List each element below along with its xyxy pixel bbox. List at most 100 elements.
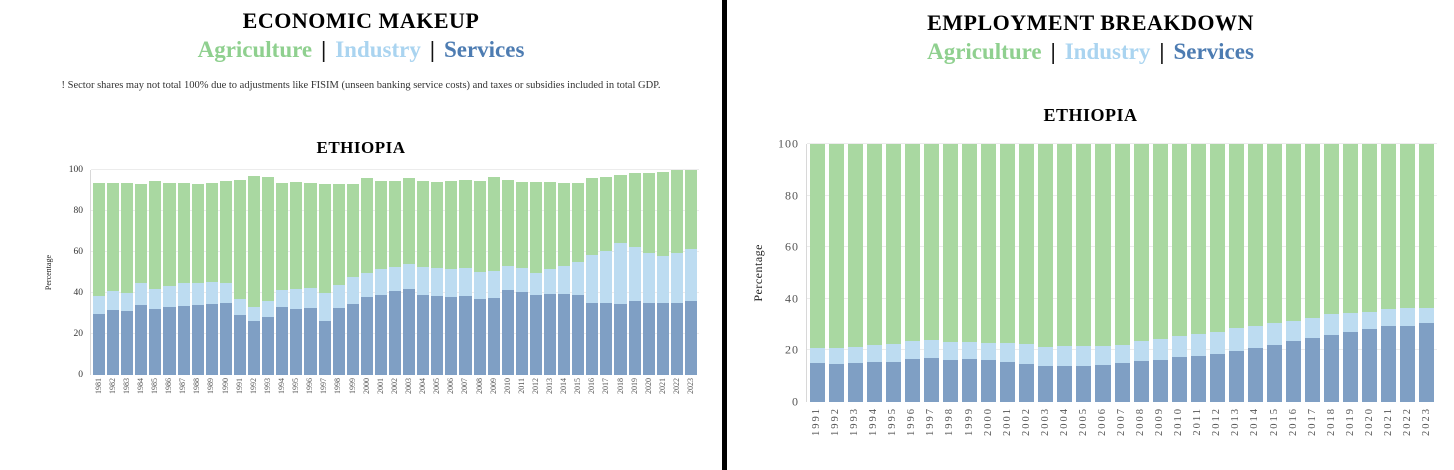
segment-services-2014[interactable] (1247, 348, 1263, 402)
segment-industry-1997[interactable] (318, 293, 331, 321)
segment-agriculture-2012[interactable] (529, 181, 542, 273)
segment-industry-2017[interactable] (1304, 317, 1320, 338)
segment-industry-2007[interactable] (459, 267, 472, 297)
segment-services-1995[interactable] (290, 308, 303, 376)
segment-agriculture-1983[interactable] (121, 182, 134, 294)
segment-industry-2001[interactable] (1000, 342, 1016, 362)
segment-agriculture-2019[interactable] (1342, 144, 1358, 313)
segment-industry-1986[interactable] (163, 286, 176, 307)
segment-industry-1993[interactable] (262, 301, 275, 317)
segment-industry-2009[interactable] (1152, 339, 1168, 361)
segment-industry-1995[interactable] (290, 289, 303, 309)
segment-industry-1998[interactable] (943, 341, 959, 361)
segment-services-2010[interactable] (501, 290, 514, 376)
segment-industry-1999[interactable] (346, 276, 359, 304)
segment-industry-2019[interactable] (628, 247, 641, 302)
segment-agriculture-2002[interactable] (1019, 144, 1035, 345)
segment-services-1994[interactable] (276, 306, 289, 376)
segment-agriculture-2009[interactable] (1152, 144, 1168, 340)
segment-industry-1997[interactable] (924, 340, 940, 359)
segment-services-2011[interactable] (515, 292, 528, 376)
segment-services-2020[interactable] (1361, 329, 1377, 402)
segment-services-1997[interactable] (318, 320, 331, 376)
segment-industry-1985[interactable] (149, 289, 162, 309)
segment-industry-1999[interactable] (962, 341, 978, 360)
segment-industry-2006[interactable] (1095, 346, 1111, 366)
segment-services-2007[interactable] (459, 296, 472, 376)
segment-industry-1981[interactable] (93, 296, 106, 314)
segment-industry-2004[interactable] (1057, 345, 1073, 366)
segment-services-2004[interactable] (417, 295, 430, 376)
segment-industry-1992[interactable] (829, 347, 845, 364)
segment-services-2003[interactable] (403, 289, 416, 376)
segment-agriculture-1991[interactable] (233, 179, 247, 300)
segment-agriculture-2011[interactable] (1190, 144, 1206, 334)
segment-services-1993[interactable] (848, 363, 864, 402)
segment-agriculture-1994[interactable] (867, 144, 883, 346)
segment-agriculture-1993[interactable] (262, 177, 275, 302)
segment-agriculture-2023[interactable] (1419, 144, 1435, 308)
segment-agriculture-1989[interactable] (205, 182, 218, 282)
segment-services-2009[interactable] (487, 298, 500, 376)
segment-industry-2005[interactable] (431, 267, 444, 297)
segment-industry-2002[interactable] (1019, 344, 1035, 364)
segment-industry-1982[interactable] (107, 291, 120, 310)
segment-industry-2020[interactable] (642, 253, 655, 303)
segment-services-1987[interactable] (177, 305, 190, 376)
segment-agriculture-1994[interactable] (276, 182, 289, 291)
segment-agriculture-2005[interactable] (431, 181, 444, 268)
segment-industry-2021[interactable] (656, 256, 669, 303)
segment-industry-2007[interactable] (1114, 344, 1130, 364)
segment-services-2019[interactable] (628, 301, 641, 376)
segment-services-1981[interactable] (93, 313, 106, 376)
segment-services-2000[interactable] (981, 360, 997, 402)
segment-industry-2015[interactable] (1266, 323, 1282, 345)
segment-agriculture-2000[interactable] (360, 178, 373, 273)
segment-industry-2013[interactable] (1228, 328, 1244, 352)
segment-agriculture-1987[interactable] (177, 182, 190, 284)
segment-industry-1983[interactable] (121, 293, 134, 311)
segment-agriculture-1985[interactable] (149, 180, 162, 290)
segment-services-2010[interactable] (1171, 356, 1187, 402)
segment-industry-2010[interactable] (1171, 336, 1187, 357)
segment-industry-2016[interactable] (586, 255, 599, 303)
segment-services-2023[interactable] (1419, 323, 1435, 402)
segment-services-2016[interactable] (1285, 340, 1301, 402)
segment-services-2005[interactable] (1076, 366, 1092, 402)
segment-agriculture-1986[interactable] (163, 182, 176, 287)
segment-agriculture-2011[interactable] (515, 181, 528, 268)
segment-agriculture-2017[interactable] (600, 177, 613, 252)
segment-industry-1991[interactable] (810, 347, 826, 363)
segment-agriculture-2013[interactable] (544, 181, 557, 269)
segment-services-2019[interactable] (1342, 331, 1358, 402)
segment-industry-2012[interactable] (529, 272, 542, 296)
segment-industry-2023[interactable] (1419, 307, 1435, 324)
segment-services-2017[interactable] (1304, 337, 1320, 402)
segment-services-2002[interactable] (1019, 363, 1035, 402)
segment-agriculture-2020[interactable] (1361, 144, 1377, 312)
segment-industry-2008[interactable] (473, 271, 486, 300)
segment-services-2023[interactable] (684, 301, 698, 376)
segment-agriculture-2017[interactable] (1304, 144, 1320, 318)
segment-agriculture-2002[interactable] (388, 180, 402, 267)
segment-services-2014[interactable] (558, 294, 571, 376)
segment-industry-2012[interactable] (1209, 331, 1225, 355)
segment-agriculture-2015[interactable] (1266, 144, 1282, 324)
segment-agriculture-2007[interactable] (459, 179, 472, 268)
segment-services-2007[interactable] (1114, 363, 1130, 402)
segment-industry-1984[interactable] (135, 283, 148, 305)
segment-industry-1998[interactable] (332, 285, 345, 308)
segment-industry-1991[interactable] (233, 299, 247, 315)
segment-services-1999[interactable] (346, 303, 359, 376)
segment-agriculture-1984[interactable] (135, 183, 148, 284)
segment-services-2015[interactable] (1266, 344, 1282, 402)
segment-services-1989[interactable] (205, 303, 218, 376)
segment-services-2020[interactable] (642, 302, 655, 376)
segment-industry-2002[interactable] (388, 266, 402, 292)
segment-services-1994[interactable] (867, 361, 883, 402)
segment-agriculture-1995[interactable] (290, 181, 303, 290)
segment-agriculture-1993[interactable] (848, 144, 864, 348)
segment-services-1991[interactable] (810, 362, 826, 402)
segment-industry-1990[interactable] (219, 283, 232, 303)
segment-industry-2018[interactable] (1323, 314, 1339, 336)
